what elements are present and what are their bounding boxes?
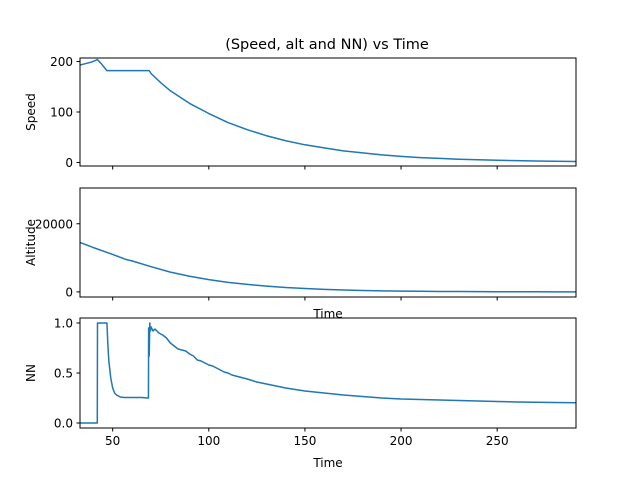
x-tick-label: 100 [197, 434, 220, 448]
y-tick-label: 200 [50, 55, 73, 69]
x-tick-label: 250 [486, 434, 509, 448]
y-tick-label: 0 [65, 156, 73, 170]
y-tick: 20000 [35, 217, 80, 231]
y-tick-label: 1.0 [54, 317, 73, 331]
y-tick-label: 0.5 [54, 367, 73, 381]
y-axis-label: NN [24, 364, 38, 382]
x-tick: 200 [390, 428, 413, 448]
y-tick: 0 [65, 285, 80, 299]
x-tick: 250 [486, 428, 509, 448]
axes-frame [79, 57, 577, 167]
x-axis-label: Time [312, 456, 342, 470]
y-tick: 100 [50, 106, 80, 120]
panel-1: 0 100 200 Speed [24, 55, 577, 170]
y-tick-label: 0 [65, 285, 73, 299]
chart-title: (Speed, alt and NN) vs Time [225, 37, 429, 53]
x-tick: 50 [105, 428, 120, 448]
panel-3: 0.0 0.5 1.0 50 100 150 200 250 NN Time [24, 317, 577, 470]
x-tick-label: 50 [105, 434, 120, 448]
y-tick-label: 0.0 [54, 417, 73, 431]
y-tick: 0.0 [54, 417, 80, 431]
y-axis-label: Altitude [24, 219, 38, 266]
x-tick: 100 [197, 428, 220, 448]
y-tick: 1.0 [54, 317, 80, 331]
y-tick: 0 [65, 156, 80, 170]
series-line [80, 58, 576, 163]
x-axis-label: Time [312, 307, 342, 321]
series-line [80, 241, 576, 293]
y-tick: 0.5 [54, 367, 80, 381]
y-tick-label: 100 [50, 106, 73, 120]
x-tick: 150 [293, 428, 316, 448]
x-tick-label: 200 [390, 434, 413, 448]
x-tick-label: 150 [293, 434, 316, 448]
axes-frame [79, 187, 577, 298]
series-line [80, 322, 576, 424]
axes-frame [79, 317, 577, 429]
y-axis-label: Speed [24, 93, 38, 131]
y-tick: 200 [50, 55, 80, 69]
y-tick-label: 20000 [35, 217, 73, 231]
